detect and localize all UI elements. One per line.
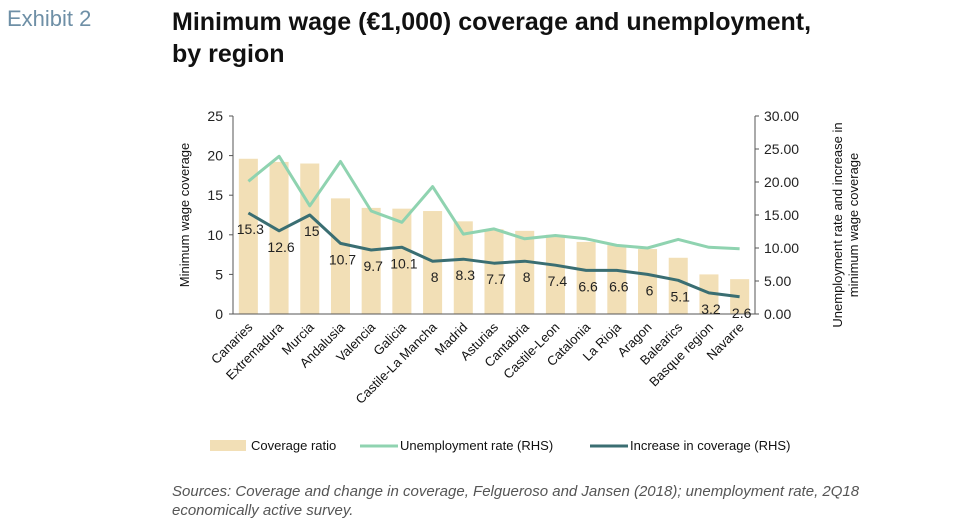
right-tick-label: 15.00: [764, 207, 799, 223]
left-tick-label: 25: [207, 108, 223, 124]
legend-label-increase-in-coverage: Increase in coverage (RHS): [630, 438, 790, 453]
bar-la-rioja: [607, 245, 627, 314]
bar-aragon: [638, 249, 658, 314]
left-tick-label: 0: [215, 306, 223, 322]
exhibit-label: Exhibit 2: [7, 6, 92, 31]
source-note: Sources: Coverage and change in coverage…: [172, 482, 952, 520]
y2-axis-title-line2: minimum wage coverage: [846, 153, 861, 298]
increase-data-label: 15.3: [237, 221, 264, 237]
bar-madrid: [453, 221, 473, 314]
increase-data-label: 2.6: [732, 305, 752, 321]
increase-data-label: 8: [431, 269, 439, 285]
bar-castile-leon: [545, 234, 565, 314]
bar-catalonia: [576, 241, 596, 314]
left-tick-label: 20: [207, 148, 223, 164]
increase-data-label: 6.6: [609, 278, 629, 294]
increase-data-label: 7.4: [548, 273, 568, 289]
bar-balearics: [668, 257, 688, 314]
increase-data-label: 7.7: [486, 271, 506, 287]
bar-asturias: [484, 229, 504, 314]
increase-data-label: 6: [646, 282, 654, 298]
increase-data-label: 10.7: [329, 251, 356, 267]
increase-data-label: 8: [523, 269, 531, 285]
increase-data-label: 8.3: [456, 267, 476, 283]
left-tick-label: 10: [207, 227, 223, 243]
increase-data-label: 10.1: [390, 255, 417, 271]
right-tick-label: 20.00: [764, 174, 799, 190]
increase-in-coverage-line: [247, 211, 740, 299]
right-tick-label: 5.00: [764, 273, 791, 289]
legend-label-unemployment-rate: Unemployment rate (RHS): [400, 438, 553, 453]
bar-extremadura: [269, 161, 289, 314]
legend-label-coverage-ratio: Coverage ratio: [251, 438, 336, 453]
source-line2: economically active survey.: [172, 502, 354, 519]
bar-andalusia: [330, 198, 350, 314]
increase-data-label: 12.6: [267, 239, 294, 255]
legend-swatch-coverage-ratio: [210, 440, 246, 451]
chart: 0 5 10 15 20 25 0.00 5.00 10.00 15.00 20.00 25.00 30…: [177, 108, 861, 453]
increase-data-label: 9.7: [363, 258, 383, 274]
unemployment-rate-line: [247, 154, 740, 251]
right-tick-label: 30.00: [764, 108, 799, 124]
y2-axis-title-line1: Unemployment rate and increase in: [830, 122, 845, 327]
increase-data-label: 15: [304, 223, 320, 239]
increase-data-label: 3.2: [701, 301, 721, 317]
left-tick-label: 15: [207, 187, 223, 203]
right-tick-label: 25.00: [764, 141, 799, 157]
y-axis-title: Minimum wage coverage: [177, 143, 192, 288]
chart-title-line2: by region: [172, 40, 285, 68]
increase-data-label: 5.1: [671, 288, 691, 304]
bar-cantabria: [515, 230, 535, 314]
increase-data-label: 6.6: [578, 278, 598, 294]
right-tick-label: 10.00: [764, 240, 799, 256]
source-line1: Sources: Coverage and change in coverage…: [172, 483, 860, 500]
bar-canaries: [238, 158, 258, 314]
bar-galicia: [392, 208, 412, 314]
chart-title: Minimum wage (€1,000) coverage and unemp…: [172, 6, 932, 70]
right-tick-label: 0.00: [764, 306, 791, 322]
chart-title-line1: Minimum wage (€1,000) coverage and unemp…: [172, 8, 812, 36]
bar-valencia: [361, 207, 381, 314]
left-tick-label: 5: [215, 266, 223, 282]
bar-navarre: [730, 279, 750, 314]
